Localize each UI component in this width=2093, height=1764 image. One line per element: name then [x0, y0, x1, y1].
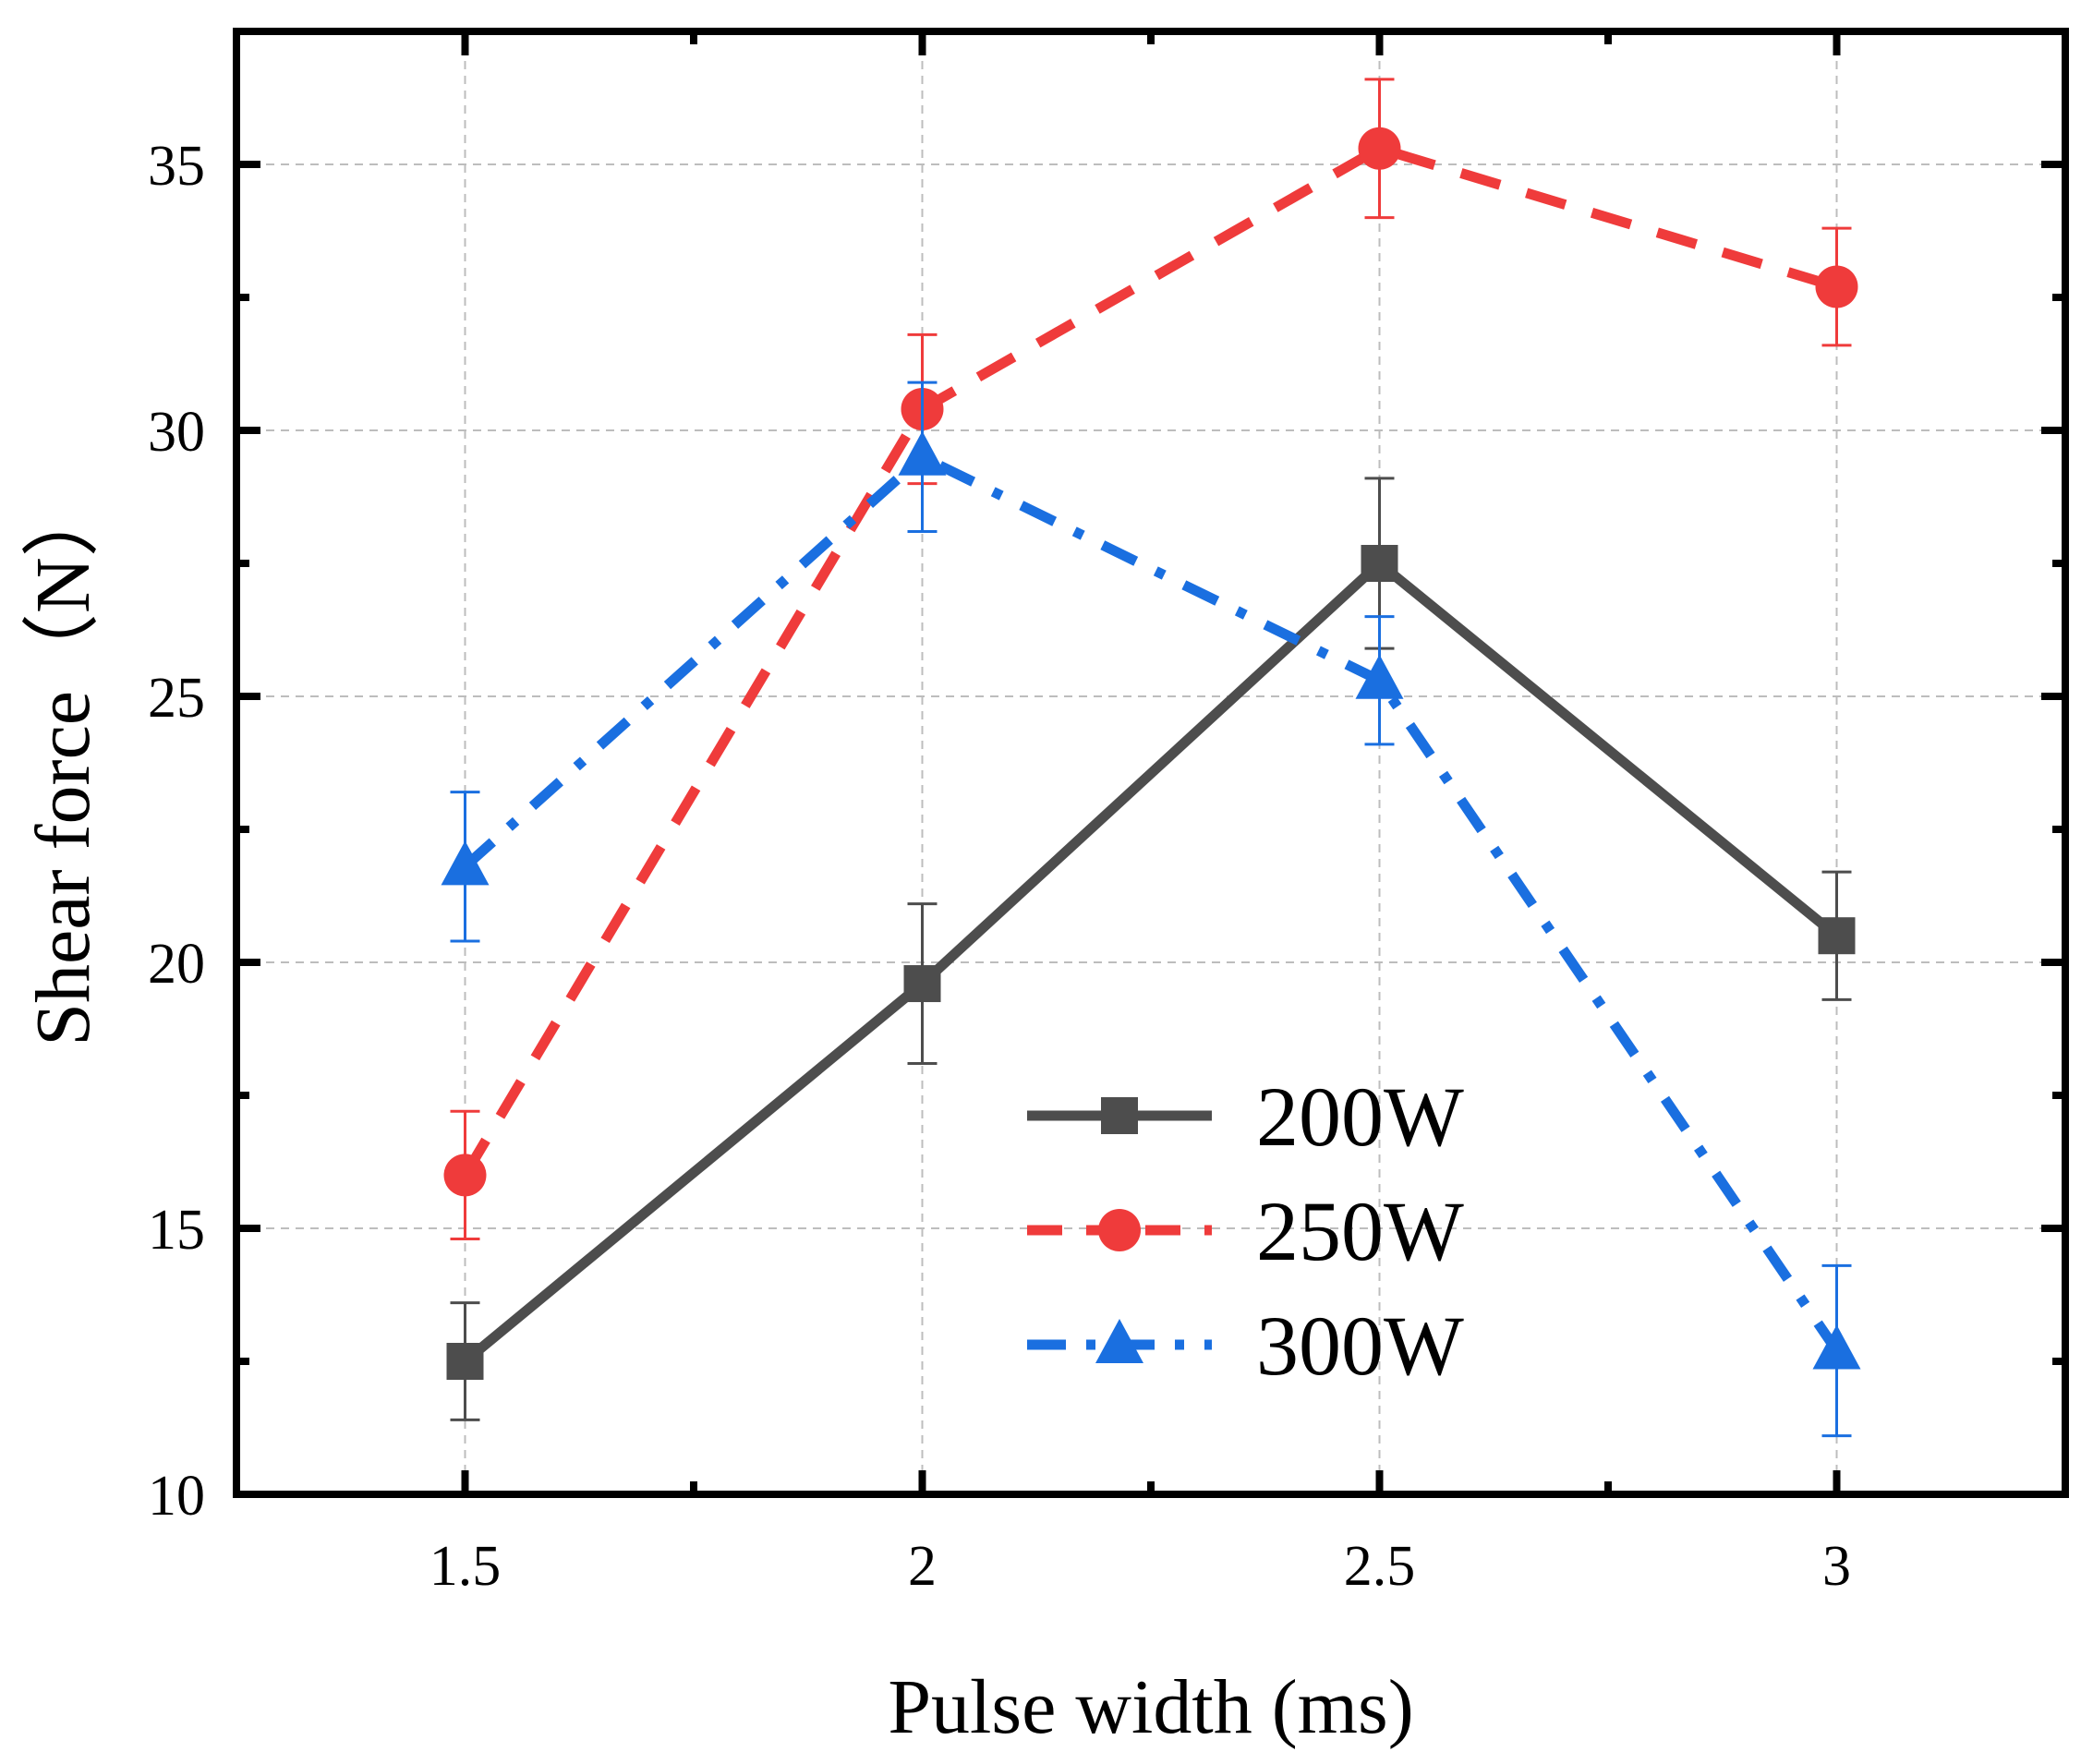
- y-tick-label: 35: [148, 135, 205, 198]
- x-axis-title: Pulse width (ms): [888, 1664, 1413, 1750]
- data-point-250W: [1815, 265, 1858, 308]
- axis-ticks: [236, 31, 2065, 1498]
- legend-marker: [1098, 1209, 1141, 1251]
- data-point-300W: [898, 430, 947, 476]
- legend-entry-200W: 200W: [1027, 1069, 1464, 1164]
- legend-marker: [1101, 1097, 1138, 1134]
- series-line-300W: [461, 451, 1842, 1354]
- tick-labels: 1.5 2 2.5 3 10 15 20 25 30 35: [148, 135, 1851, 1598]
- legend-entry-250W: 250W: [1027, 1184, 1464, 1278]
- x-tick-label: 3: [1822, 1535, 1851, 1598]
- y-tick-label: 15: [148, 1199, 205, 1262]
- y-tick-label: 20: [148, 933, 205, 996]
- legend-marker: [1095, 1319, 1143, 1363]
- x-tick-label: 2.5: [1344, 1535, 1416, 1598]
- legend-label: 300W: [1256, 1299, 1464, 1393]
- data-point-300W: [1812, 1324, 1861, 1370]
- legend-label: 200W: [1256, 1069, 1464, 1164]
- y-tick-label: 10: [148, 1465, 205, 1528]
- x-tick-label: 1.5: [429, 1535, 502, 1598]
- data-point-200W: [1818, 917, 1856, 955]
- y-tick-label: 25: [148, 667, 205, 730]
- y-axis-title: Shear force（N）: [20, 479, 106, 1045]
- series-line-200W: [461, 556, 1840, 1366]
- data-point-300W: [441, 840, 490, 886]
- data-point-200W: [446, 1343, 484, 1380]
- series-250W: [443, 78, 1858, 1241]
- x-tick-label: 2: [908, 1535, 937, 1598]
- series-line-250W: [460, 142, 1839, 1178]
- legend-entry-300W: 300W: [1027, 1299, 1464, 1393]
- data-point-200W: [1361, 545, 1398, 582]
- data-point-200W: [903, 965, 941, 1003]
- data-point-300W: [1355, 654, 1404, 699]
- legend: 200W 250W 300W: [1027, 1069, 1464, 1393]
- series-300W: [441, 381, 1861, 1438]
- data-point-250W: [443, 1154, 487, 1197]
- data-point-250W: [1358, 127, 1401, 170]
- y-tick-label: 30: [148, 401, 205, 464]
- legend-label: 250W: [1256, 1184, 1464, 1278]
- series-layer: [441, 78, 1861, 1438]
